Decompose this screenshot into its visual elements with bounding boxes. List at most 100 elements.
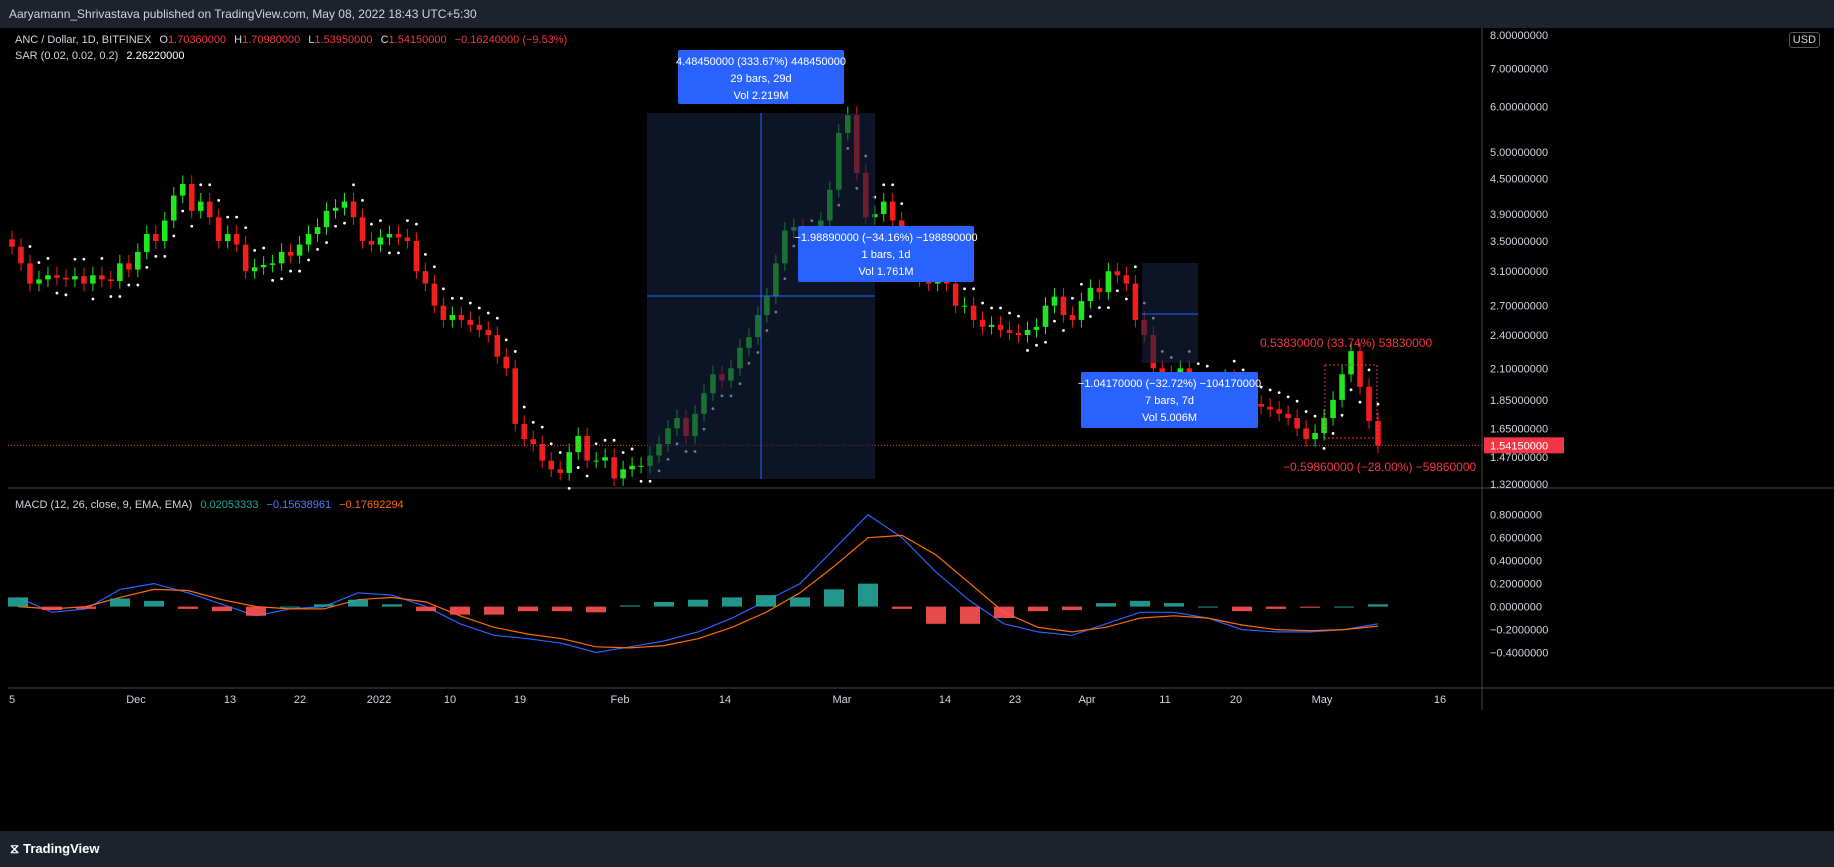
measure-label-line-0-2: Vol 2.219M bbox=[733, 90, 788, 102]
sar-dot bbox=[226, 215, 230, 219]
macd-tick-label-6: −0.4000000 bbox=[1490, 648, 1548, 660]
price-tick-label-6: 3.50000000 bbox=[1490, 236, 1548, 248]
candle bbox=[638, 465, 644, 467]
candle bbox=[1096, 287, 1103, 293]
candle bbox=[1348, 351, 1354, 375]
time-tick-label-11: 23 bbox=[1009, 694, 1021, 706]
macd-histogram-bar bbox=[824, 589, 844, 607]
candle bbox=[54, 275, 60, 278]
sar-dot bbox=[450, 296, 454, 300]
candle bbox=[1078, 301, 1085, 320]
candle bbox=[332, 207, 339, 211]
macd-histogram-bar bbox=[314, 604, 334, 607]
macd-histogram-bar bbox=[756, 595, 776, 607]
candle bbox=[368, 241, 375, 245]
sar-dot bbox=[37, 261, 41, 264]
candle bbox=[323, 210, 330, 228]
sar-dot bbox=[55, 291, 59, 295]
sar-dot bbox=[594, 442, 598, 446]
sar-dot bbox=[522, 405, 526, 409]
price-tick-label-0: 8.00000000 bbox=[1490, 30, 1548, 42]
time-tick-label-1: Dec bbox=[126, 694, 146, 706]
macd-histogram-bar bbox=[1198, 606, 1218, 608]
sar-value: 2.26220000 bbox=[126, 50, 185, 62]
candle bbox=[1033, 326, 1040, 330]
high-value: 1.70980000 bbox=[242, 34, 301, 46]
macd-histogram-bar bbox=[144, 600, 164, 607]
candle bbox=[1123, 275, 1130, 284]
tradingview-icon: ⧖ bbox=[10, 841, 20, 856]
sar-dot bbox=[415, 222, 418, 226]
candle bbox=[296, 244, 303, 256]
open-label: O bbox=[159, 34, 168, 46]
macd-tick-label-1: 0.6000000 bbox=[1490, 533, 1542, 545]
sar-label: SAR (0.02, 0.02, 0.2) bbox=[15, 50, 119, 62]
time-tick-label-14: 20 bbox=[1230, 694, 1242, 706]
measure-label-line-2-1: 7 bars, 7d bbox=[1145, 395, 1194, 407]
sar-dot bbox=[504, 338, 508, 342]
sar-dot bbox=[118, 295, 122, 298]
sar-dot bbox=[981, 301, 984, 305]
price-tick-label-4: 4.50000000 bbox=[1490, 173, 1548, 185]
candle bbox=[72, 276, 78, 280]
sar-dot bbox=[1053, 319, 1056, 323]
sar-dot bbox=[307, 258, 310, 262]
sar-dot bbox=[1089, 315, 1092, 318]
sar-dot bbox=[990, 306, 993, 310]
sar-dot bbox=[1062, 329, 1065, 332]
macd-histogram-bar bbox=[382, 604, 402, 607]
price-tick-label-12: 1.65000000 bbox=[1490, 423, 1548, 435]
sar-dot bbox=[1205, 364, 1209, 368]
price-tick-label-14: 1.32000000 bbox=[1490, 479, 1548, 491]
candle bbox=[386, 233, 393, 238]
candle bbox=[467, 319, 474, 325]
measure-label-line-0-0: 4.48450000 (333.67%) 448450000 bbox=[676, 56, 846, 68]
candle bbox=[629, 465, 635, 470]
macd-histogram-bar bbox=[790, 597, 810, 607]
red-measure-lower: −0.59860000 (−28.00%) −59860000 bbox=[1283, 460, 1476, 474]
candle bbox=[404, 237, 411, 242]
sar-dot bbox=[100, 257, 104, 260]
candle bbox=[314, 227, 321, 234]
sar-dot bbox=[531, 420, 535, 424]
sar-dot bbox=[963, 287, 967, 291]
candle bbox=[1015, 332, 1022, 336]
sar-dot bbox=[567, 486, 571, 490]
sar-dot bbox=[972, 287, 975, 291]
candle bbox=[512, 368, 519, 424]
price-tick-label-11: 1.85000000 bbox=[1490, 395, 1548, 407]
candle bbox=[18, 246, 24, 264]
sar-dot bbox=[316, 248, 319, 251]
candle bbox=[45, 275, 51, 280]
chart-area[interactable] bbox=[0, 28, 1834, 831]
candle bbox=[970, 305, 977, 320]
tradingview-logo[interactable]: ⧖ TradingView bbox=[10, 841, 99, 857]
last-price-badge bbox=[1484, 437, 1564, 454]
sar-dot bbox=[612, 438, 616, 442]
sar-dot bbox=[621, 451, 625, 454]
macd-histogram-bar bbox=[892, 606, 912, 609]
candle bbox=[1024, 329, 1031, 336]
candle bbox=[305, 233, 312, 245]
sar-dot bbox=[280, 277, 284, 281]
candle bbox=[530, 439, 537, 444]
time-tick-label-6: 19 bbox=[514, 694, 526, 706]
sar-dot bbox=[423, 252, 427, 256]
time-tick-label-15: May bbox=[1312, 694, 1333, 706]
macd-histogram-bar bbox=[246, 606, 266, 616]
currency-button[interactable]: USD bbox=[1788, 32, 1820, 48]
sar-dot bbox=[1304, 410, 1308, 413]
sar-dot bbox=[1071, 296, 1074, 300]
measure-label-line-0-1: 29 bars, 29d bbox=[730, 73, 791, 85]
price-tick-label-1: 7.00000000 bbox=[1490, 63, 1548, 75]
publisher-info: Aaryamann_Shrivastava published on Tradi… bbox=[9, 7, 477, 21]
macd-histogram-bar bbox=[518, 606, 538, 612]
time-tick-label-0: 5 bbox=[9, 694, 15, 706]
candle bbox=[889, 201, 896, 221]
macd-histogram-bar bbox=[1062, 606, 1082, 611]
macd-tick-label-2: 0.4000000 bbox=[1490, 556, 1542, 568]
sar-dot bbox=[639, 479, 643, 483]
sar-dot bbox=[1367, 368, 1371, 372]
macd-legend: MACD (12, 26, close, 9, EMA, EMA) 0.0205… bbox=[15, 499, 409, 511]
